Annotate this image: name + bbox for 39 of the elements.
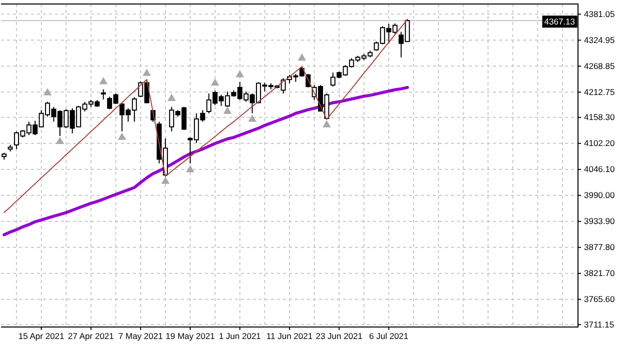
point [210, 78, 220, 86]
y-tick-label: 4268.85 [584, 60, 615, 71]
y-tick-label: 3821.70 [584, 268, 615, 278]
point [161, 176, 170, 184]
line-series [4, 18, 408, 214]
y-tick-label: 3711.15 [584, 319, 614, 330]
y-tick-label: 3765.60 [584, 294, 615, 304]
point [298, 53, 306, 61]
point [236, 70, 244, 78]
x-tick-label: 23 Jun 2021 [316, 331, 363, 342]
point [223, 106, 232, 114]
x-tick-label: 7 May 2021 [118, 331, 164, 342]
point [99, 77, 108, 84]
line-series [2, 86, 409, 236]
point [56, 136, 64, 144]
x-tick-label: 11 Jun 2021 [266, 331, 313, 342]
point [248, 114, 256, 122]
y-tick-label: 4102.20 [584, 138, 615, 148]
point [186, 165, 194, 172]
point [142, 68, 151, 76]
x-tick-label: 19 May 2021 [166, 331, 216, 342]
y-tick-label: 4158.30 [584, 112, 615, 122]
x-tick-label: 15 Apr 2021 [18, 331, 65, 342]
y-tick-label: 3933.90 [584, 216, 615, 226]
y-tick-label: 4324.95 [584, 34, 615, 45]
y-tick-label: 3877.80 [584, 242, 615, 252]
point [43, 88, 52, 96]
y-tick-label: 4381.05 [584, 8, 615, 19]
ref-line-label: 4367.13 [544, 16, 576, 27]
x-tick-label: 27 Apr 2021 [68, 331, 114, 342]
candlestick [100, 88, 106, 100]
point [118, 132, 126, 140]
y-tick-label: 3990.00 [584, 190, 615, 200]
y-tick-label: 4212.75 [584, 86, 615, 97]
y-tick-label: 4046.10 [584, 164, 615, 174]
x-tick-label: 1 Jun 2021 [218, 331, 262, 342]
point [167, 94, 176, 101]
point [322, 120, 331, 128]
x-tick-label: 6 Jul 2021 [369, 331, 409, 342]
